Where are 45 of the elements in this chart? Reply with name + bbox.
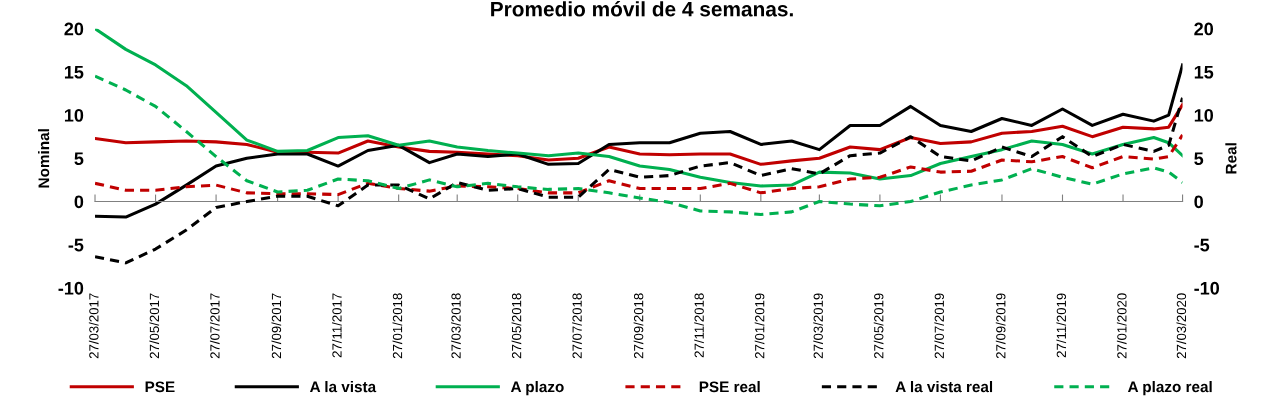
x-tick-label: 27/03/2019 — [813, 293, 823, 359]
y-axis-title: Nominal — [38, 129, 50, 188]
x-tick-label: 27/01/2019 — [754, 293, 765, 359]
x-tick-label: 27/09/2018 — [633, 293, 644, 359]
x-tick-label: 27/09/2019 — [995, 293, 1006, 359]
line-series — [95, 28, 1183, 188]
legend-label: A plazo real — [1127, 381, 1212, 396]
chart-title: Promedio móvil de 4 semanas. — [491, 1, 793, 17]
y2-tick-label: -10 — [1194, 281, 1220, 295]
y2-tick-label: 20 — [1194, 22, 1214, 36]
legend-label: A la vista real — [895, 381, 993, 393]
x-tick-label: 27/03/2020 — [1176, 293, 1187, 359]
y-tick-label: -10 — [58, 281, 84, 295]
x-tick-label: 27/03/2017 — [88, 293, 99, 359]
y-tick-label: 20 — [64, 22, 84, 36]
legend-label: A la vista — [309, 381, 377, 393]
y-tick-label: 10 — [64, 109, 84, 122]
x-tick-label: 27/11/2017 — [331, 293, 342, 358]
x-tick-label: 27/11/2019 — [1056, 293, 1067, 358]
x-tick-label: 27/05/2019 — [873, 293, 884, 359]
x-tick-label: 27/07/2018 — [572, 293, 582, 359]
y2-tick-label: 15 — [1194, 65, 1214, 79]
legend-label: A plazo — [510, 381, 564, 396]
y2-tick-label: 0 — [1194, 195, 1203, 209]
x-tick-label: 27/05/2017 — [149, 293, 160, 359]
y2-tick-label: 10 — [1194, 109, 1214, 122]
line-series — [95, 133, 1183, 197]
x-tick-label: 27/01/2018 — [392, 293, 403, 359]
y2-tick-label: -5 — [1194, 238, 1210, 252]
y-tick-label: 15 — [64, 65, 84, 79]
y-tick-label: -5 — [68, 238, 84, 252]
y-tick-label: 0 — [74, 195, 84, 209]
y-tick-label: 5 — [74, 152, 84, 165]
x-tick-label: 27/07/2017 — [209, 293, 220, 359]
line-series — [95, 96, 1183, 265]
y2-axis-title: Real — [1225, 143, 1237, 174]
x-tick-label: 27/01/2020 — [1116, 293, 1127, 359]
x-tick-label: 27/03/2018 — [451, 293, 461, 359]
legend-label: PSE — [145, 381, 175, 393]
legend-label: PSE real — [699, 381, 760, 393]
y2-tick-label: 5 — [1194, 152, 1204, 165]
x-tick-label: 27/09/2017 — [271, 293, 282, 359]
x-tick-label: 27/11/2018 — [694, 293, 704, 358]
x-tick-label: 27/05/2018 — [511, 293, 522, 359]
x-tick-label: 27/07/2019 — [934, 293, 944, 359]
